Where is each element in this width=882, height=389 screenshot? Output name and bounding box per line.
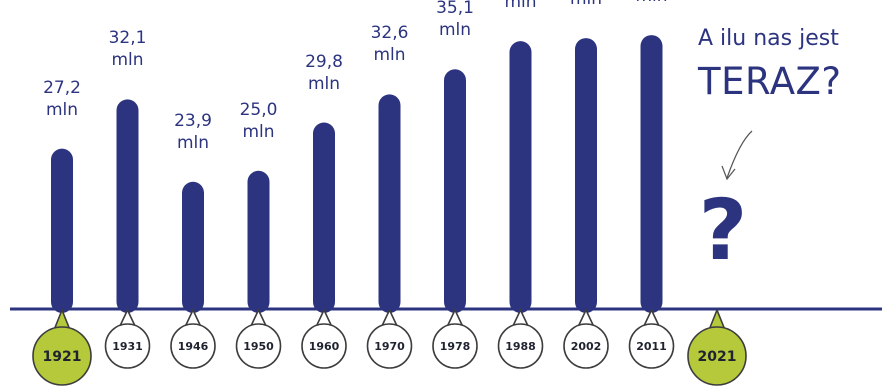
value-number: 35,1 [436, 0, 474, 19]
year-label-1946: 1946 [178, 340, 209, 353]
value-label-2011: 38,5mln [617, 0, 687, 7]
value-unit: mln [617, 0, 687, 7]
arrow-head [721, 165, 736, 181]
arrow-icon [726, 130, 753, 179]
value-number: 27,2 [43, 77, 81, 98]
value-label-1978: 35,1 mln [420, 0, 490, 41]
year-label-1921: 1921 [43, 349, 82, 365]
bar-1931 [116, 99, 139, 314]
value-label-1950: 25,0 mln [224, 99, 294, 143]
value-unit: mln [45, 99, 79, 120]
year-circle [628, 323, 675, 369]
year-marker-2011: 2011 [628, 308, 675, 369]
year-label-1970: 1970 [374, 340, 405, 353]
year-marker-1960: 1960 [301, 308, 347, 369]
bar-1978 [444, 69, 466, 314]
bar-1946 [182, 181, 204, 313]
bar-1921 [51, 148, 73, 313]
year-marker-1988: 1988 [497, 308, 544, 369]
value-unit: mln [242, 121, 275, 142]
value-unit: mln [176, 132, 210, 153]
value-number: 32,1 [108, 28, 147, 49]
year-label-1950: 1950 [243, 340, 274, 353]
year-marker-1921: 1921 [32, 307, 92, 386]
bar-2011 [640, 35, 663, 313]
year-circle [235, 323, 282, 369]
year-label-1988: 1988 [505, 340, 536, 353]
year-marker-1946: 1946 [170, 308, 216, 369]
bar-1970 [378, 94, 401, 314]
value-number: 32,6 [370, 23, 409, 44]
value-number: 29,8 [305, 51, 343, 72]
year-marker-1970: 1970 [366, 308, 413, 369]
value-unit: mln [307, 73, 341, 94]
question-line-2: TERAZ? [698, 60, 842, 103]
year-label-1931: 1931 [112, 340, 143, 353]
year-marker-2021: 2021 [687, 307, 747, 386]
year-circle [32, 326, 92, 386]
value-label-1970: 32,6 mln [355, 22, 425, 66]
value-label-1946: 23,9 mln [158, 110, 228, 154]
bar-2002 [575, 38, 597, 314]
question-line-1: A ilu nas jest [698, 26, 839, 51]
value-unit: mln [551, 0, 621, 10]
value-label-1921: 27,2 mln [27, 77, 97, 121]
value-unit: mln [111, 50, 144, 71]
bar-1988 [509, 41, 532, 313]
year-label-1978: 1978 [440, 340, 471, 353]
bar-1960 [313, 122, 335, 313]
value-unit: mln [504, 0, 537, 13]
year-marker-2002: 2002 [563, 308, 609, 369]
year-circle [301, 323, 347, 369]
year-circle [104, 323, 151, 369]
value-number: 25,0 [239, 99, 278, 120]
value-unit: mln [373, 45, 406, 66]
value-unit: mln [438, 20, 472, 41]
value-number: 23,9 [174, 110, 212, 131]
year-label-1960: 1960 [309, 340, 340, 353]
value-label-1931: 32,1 mln [93, 27, 163, 71]
value-label-1960: 29,8 mln [289, 51, 359, 95]
year-circle [170, 323, 216, 369]
year-circle [687, 326, 747, 386]
year-circle [563, 323, 609, 369]
question-mark-icon: ? [698, 181, 748, 279]
year-circle [497, 323, 544, 369]
year-label-2021: 2021 [698, 349, 737, 365]
year-circle [366, 323, 413, 369]
year-label-2011: 2011 [636, 340, 667, 353]
bar-1950 [247, 170, 270, 313]
year-label-2002: 2002 [571, 340, 602, 353]
year-marker-1978: 1978 [432, 308, 478, 369]
year-marker-1931: 1931 [104, 308, 151, 369]
year-marker-1950: 1950 [235, 308, 282, 369]
year-circle [432, 323, 478, 369]
